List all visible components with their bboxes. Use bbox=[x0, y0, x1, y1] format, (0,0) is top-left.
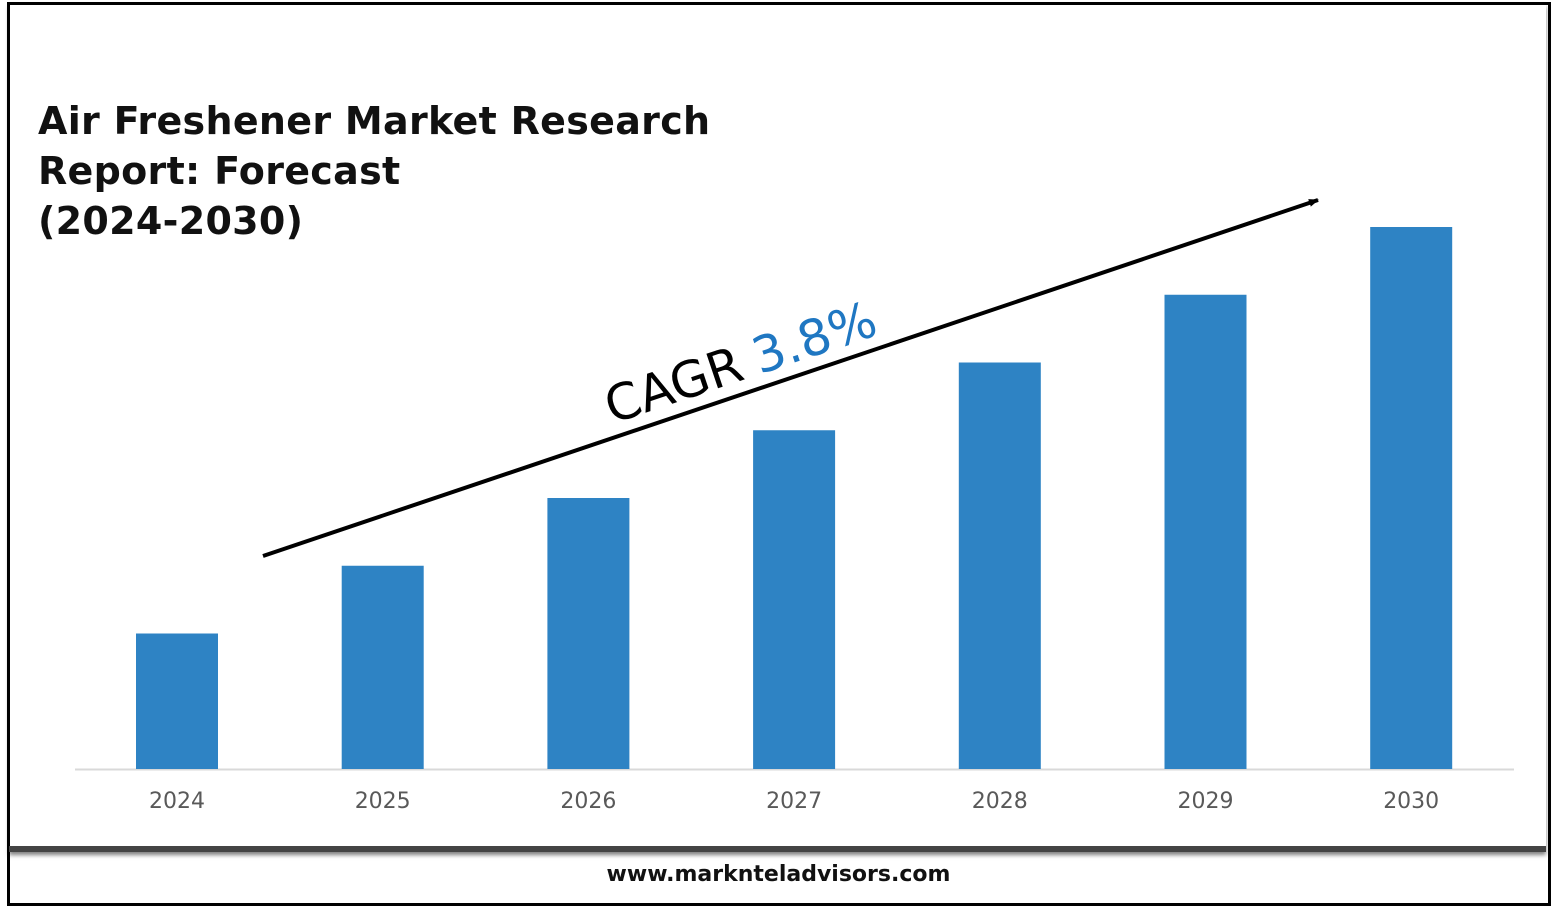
x-tick-label: 2030 bbox=[1383, 789, 1439, 814]
bar-2024 bbox=[136, 633, 218, 769]
x-tick-label: 2029 bbox=[1178, 789, 1234, 814]
bar-2028 bbox=[958, 362, 1041, 769]
chart-title: Air Freshener Market Research Report: Fo… bbox=[38, 96, 710, 246]
x-tick-label: 2025 bbox=[355, 789, 411, 814]
x-tick-label: 2024 bbox=[149, 789, 205, 814]
bar-2030 bbox=[1370, 227, 1453, 769]
x-tick-label: 2026 bbox=[560, 789, 616, 814]
chart-panel bbox=[9, 4, 1546, 852]
bar-2029 bbox=[1164, 294, 1247, 769]
title-line-1: Air Freshener Market Research bbox=[38, 99, 711, 143]
bar-2025 bbox=[341, 565, 424, 769]
title-line-3: (2024-2030) bbox=[38, 199, 304, 243]
x-tick-label: 2028 bbox=[972, 789, 1028, 814]
bar-2026 bbox=[547, 498, 630, 769]
title-line-2: Report: Forecast bbox=[38, 149, 401, 193]
cagr-arrow bbox=[262, 198, 1319, 558]
cagr-label: CAGR bbox=[597, 335, 750, 435]
x-tick-label: 2027 bbox=[766, 789, 822, 814]
bar-2027 bbox=[753, 430, 836, 769]
footer-url[interactable]: www.marknteladvisors.com bbox=[606, 862, 951, 887]
outer-frame bbox=[7, 2, 1551, 906]
